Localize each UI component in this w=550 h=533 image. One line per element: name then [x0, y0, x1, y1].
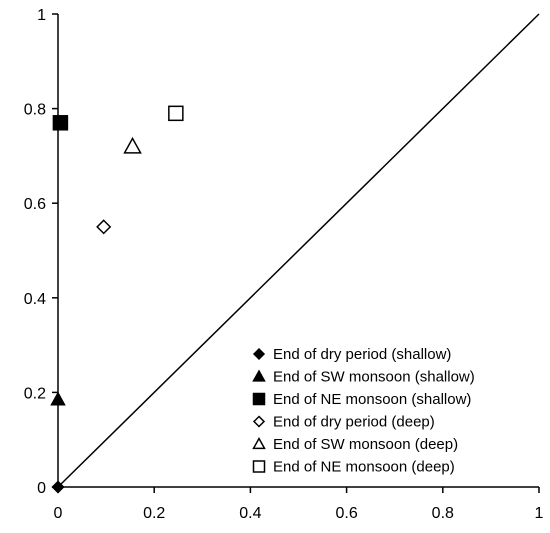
x-tick-label: 0.4 — [239, 505, 261, 522]
data-point-diamond-filled — [51, 480, 65, 494]
legend-label: End of SW monsoon (deep) — [273, 436, 458, 453]
y-tick-label: 0 — [37, 480, 46, 497]
y-tick-label: 1 — [37, 7, 46, 24]
legend: End of dry period (shallow) End of SW mon… — [252, 346, 475, 476]
legend-label: End of NE monsoon (deep) — [273, 459, 455, 476]
legend-marker-triangle-filled — [252, 369, 266, 382]
data-point-square-open — [168, 105, 184, 122]
y-tick-label: 0.6 — [24, 196, 46, 213]
y-tick-label: 0.8 — [24, 102, 46, 119]
y-tick-label: 0.2 — [24, 385, 46, 402]
x-tick-label: 0.2 — [143, 505, 165, 522]
legend-marker-square-filled — [252, 392, 266, 406]
legend-marker-triangle-open — [252, 436, 266, 450]
legend-label: End of dry period (shallow) — [273, 346, 451, 363]
data-point-triangle-filled — [50, 391, 66, 406]
data-point-diamond-open — [96, 219, 112, 235]
legend-label: End of NE monsoon (shallow) — [273, 391, 471, 408]
x-tick-label: 0 — [54, 505, 63, 522]
x-tick-label: 0.6 — [335, 505, 357, 522]
y-tick-label: 0.4 — [24, 291, 46, 308]
legend-label: End of dry period (deep) — [273, 414, 435, 431]
legend-marker-square-open — [252, 460, 266, 473]
legend-marker-diamond-filled — [252, 347, 266, 361]
legend-label: End of SW monsoon (shallow) — [273, 369, 475, 386]
data-point-triangle-open — [123, 136, 142, 154]
data-point-square-filled — [52, 115, 69, 131]
x-tick-label: 1 — [535, 505, 544, 522]
identity-line — [57, 13, 540, 488]
legend-marker-diamond-open — [252, 415, 266, 428]
x-tick-label: 0.8 — [432, 505, 454, 522]
